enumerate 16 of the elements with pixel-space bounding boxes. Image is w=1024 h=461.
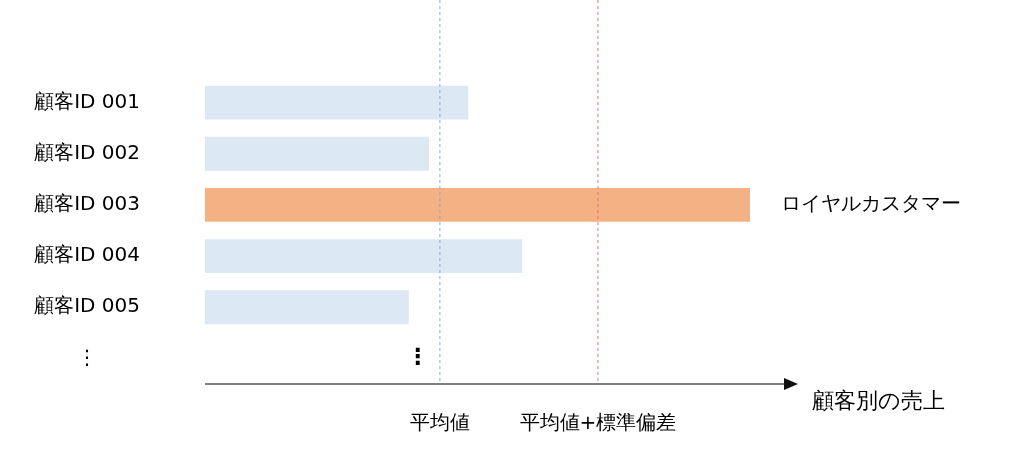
ref-line-label: 平均値	[409, 410, 470, 435]
bar	[205, 85, 469, 120]
bar	[205, 136, 429, 171]
bar	[205, 188, 750, 222]
ref-line-label: 平均値+標準偏差	[519, 410, 677, 435]
annotation: ロイヤルカスタマー	[781, 191, 961, 216]
y-tick-label: 顧客ID 005	[34, 293, 141, 318]
y-tick-label: 顧客ID 002	[34, 139, 141, 164]
bar	[205, 239, 523, 273]
y-tick-label: ⋮	[77, 344, 98, 369]
y-tick-label: 顧客ID 004	[34, 242, 141, 267]
y-tick-label: 顧客ID 001	[34, 88, 141, 113]
bar	[205, 290, 409, 325]
x-axis-title: 顧客別の売上	[812, 387, 945, 413]
annotation: ⋮	[406, 344, 429, 370]
y-tick-label: 顧客ID 003	[34, 191, 141, 216]
